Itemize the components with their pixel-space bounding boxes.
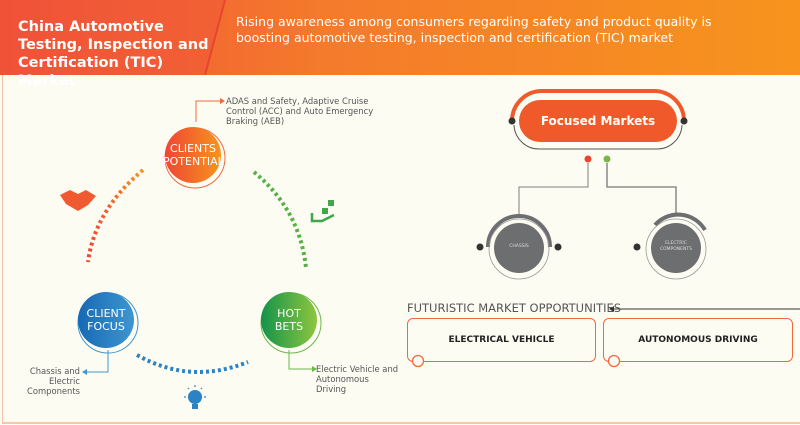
hand-money-icon <box>310 200 335 223</box>
client-focus-note: Chassis and Electric Components <box>27 366 80 396</box>
opportunity-autonomous-driving: AUTONOMOUS DRIVING <box>603 318 793 362</box>
clients-potential-note: ADAS and Safety, Adaptive Cruise Control… <box>226 96 374 126</box>
focused-item-chassis: CHASSIS <box>509 244 529 249</box>
handshake-icon <box>60 190 96 211</box>
futuristic-title: FUTURISTIC MARKET OPPORTUNITIES <box>407 301 622 315</box>
focused-markets-title: Focused Markets <box>540 114 656 128</box>
header-banner: China Automotive Testing, Inspection and… <box>0 0 800 89</box>
client-focus-node: CLIENT FOCUS <box>86 307 126 333</box>
blue-dotted-arc <box>136 353 249 374</box>
opportunity-electrical-vehicle: ELECTRICAL VEHICLE <box>407 318 596 362</box>
content-frame <box>2 75 800 424</box>
hot-bets-note: Electric Vehicle and Autonomous Driving <box>316 364 399 394</box>
focused-item-electric-components: ELECTRIC COMPONENTS <box>659 241 692 252</box>
lightbulb-icon <box>184 385 206 409</box>
clients-potential-node: CLIENTS POTENTIAL <box>163 142 224 168</box>
page-title: China Automotive Testing, Inspection and… <box>18 19 209 89</box>
page-subtitle: Rising awareness among consumers regardi… <box>236 14 712 45</box>
header-divider <box>0 0 226 75</box>
orange-dotted-arc <box>86 168 145 263</box>
green-dotted-arc <box>252 170 308 269</box>
hot-bets-node: HOT BETS <box>274 307 304 333</box>
